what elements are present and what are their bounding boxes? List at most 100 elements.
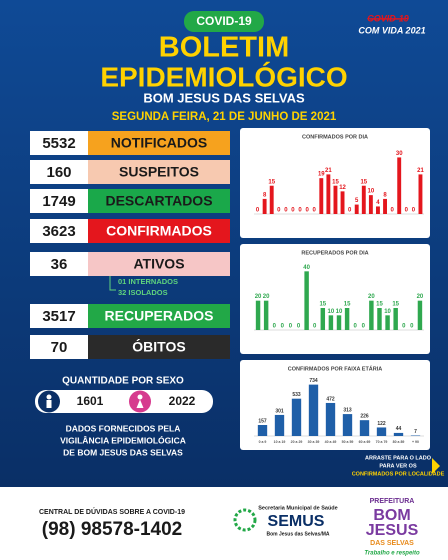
stat-value: 3623 [42, 223, 75, 240]
bar [377, 308, 382, 330]
value-label: 313 [343, 407, 352, 413]
stat-label-box [88, 131, 230, 155]
swipe-note: PARA VER OS [379, 463, 417, 469]
motto: Trabalho e respeito [364, 551, 420, 557]
bar [257, 425, 268, 436]
stat-value-box [30, 189, 88, 213]
value-label: 20 [417, 294, 424, 300]
x-tick-label: 60 a 69 [359, 440, 371, 444]
value-label: 19 [318, 172, 325, 178]
place: BOM JESUS DAS SELVAS [143, 90, 305, 105]
value-label: 0 [291, 208, 295, 214]
bar [376, 427, 387, 436]
value-label: 10 [336, 309, 343, 315]
value-label: 15 [268, 179, 275, 185]
value-label: 0 [256, 208, 260, 214]
value-label: 0 [348, 208, 352, 214]
value-label: 15 [392, 302, 399, 308]
bar [418, 174, 423, 214]
ativos-isolados: 32 ISOLADOS [118, 288, 168, 297]
value-label: 8 [383, 192, 387, 198]
stat-label-box [88, 219, 230, 243]
x-tick-label: 0 a 9 [259, 440, 267, 444]
stat-label-box [88, 160, 230, 184]
bar [340, 191, 345, 214]
bom: BOM [373, 507, 410, 524]
stat-label-box [88, 252, 230, 276]
female-count: 2022 [169, 394, 196, 408]
stat-value: 1749 [42, 193, 75, 210]
value-label: 0 [277, 208, 281, 214]
value-label: 21 [325, 168, 332, 174]
slogan: COM VIDA 2021 [358, 25, 425, 35]
stat-label-box [88, 335, 230, 359]
x-tick-label: 30 a 39 [308, 440, 320, 444]
value-label: 226 [360, 414, 369, 420]
value-label: 0 [390, 208, 394, 214]
stat-label: SUSPEITOS [119, 164, 199, 180]
bar [304, 271, 309, 330]
swipe-note: ARRASTE PARA O LADO [365, 455, 432, 461]
value-label: 15 [319, 302, 326, 308]
slogan-strike: COVID-19 [367, 13, 409, 23]
semus: SEMUS [268, 513, 325, 530]
value-label: 4 [376, 200, 380, 206]
date: SEGUNDA FEIRA, 21 DE JUNHO DE 2021 [112, 111, 337, 123]
source-line: DE BOM JESUS DAS SELVAS [63, 447, 183, 457]
bar [397, 157, 402, 214]
stat-value: 70 [51, 339, 68, 356]
value-label: 40 [303, 265, 310, 271]
value-label: 0 [313, 324, 317, 330]
bar [336, 315, 342, 330]
chart-box [240, 244, 430, 354]
value-label: 7 [414, 429, 417, 435]
bar [385, 315, 390, 330]
bar [325, 402, 336, 436]
bar [291, 398, 302, 436]
value-label: 15 [360, 179, 367, 185]
stat-label: ÓBITOS [132, 338, 185, 355]
male-icon-body [46, 400, 52, 408]
male-icon-head [46, 394, 52, 400]
stat-value-box [30, 219, 88, 243]
swipe-arrow[interactable] [432, 458, 440, 474]
value-label: 15 [344, 302, 351, 308]
value-label: 472 [326, 396, 335, 402]
das-selvas: DAS SELVAS [370, 540, 414, 547]
bar [342, 414, 353, 436]
x-tick-label: 50 a 59 [342, 440, 354, 444]
value-label: 5 [355, 198, 359, 204]
bar [393, 308, 398, 330]
bar [369, 300, 374, 330]
value-label: 21 [417, 168, 424, 174]
sex-title: QUANTIDADE POR SEXO [62, 376, 184, 387]
male-count: 1601 [77, 394, 104, 408]
value-label: 20 [255, 294, 262, 300]
bar [326, 174, 331, 214]
stat-label: ATIVOS [133, 256, 184, 272]
value-label: 0 [412, 208, 416, 214]
value-label: 0 [362, 324, 366, 330]
value-label: 8 [263, 192, 267, 198]
bar [368, 195, 373, 214]
title-line1: BOLETIM [159, 32, 290, 64]
stat-value-box [30, 252, 88, 276]
value-label: 20 [263, 294, 270, 300]
source-line: DADOS FORNECIDOS PELA [66, 423, 181, 433]
x-tick-label: 20 a 29 [291, 440, 303, 444]
value-label: 533 [292, 392, 301, 398]
title-line2: EPIDEMIOLÓGICO [100, 61, 347, 92]
value-label: 0 [284, 208, 288, 214]
bar [319, 178, 324, 214]
tag: COVID-19 [196, 14, 252, 28]
stat-value: 5532 [42, 135, 75, 152]
stat-value-box [30, 131, 88, 155]
bar [263, 300, 269, 330]
stat-value-box [30, 304, 88, 328]
stat-value: 3517 [42, 308, 75, 325]
x-tick-label: 80 a 89 [393, 440, 405, 444]
x-tick-label: + 90 [412, 440, 419, 444]
bar [376, 206, 380, 214]
value-label: 15 [332, 179, 339, 185]
